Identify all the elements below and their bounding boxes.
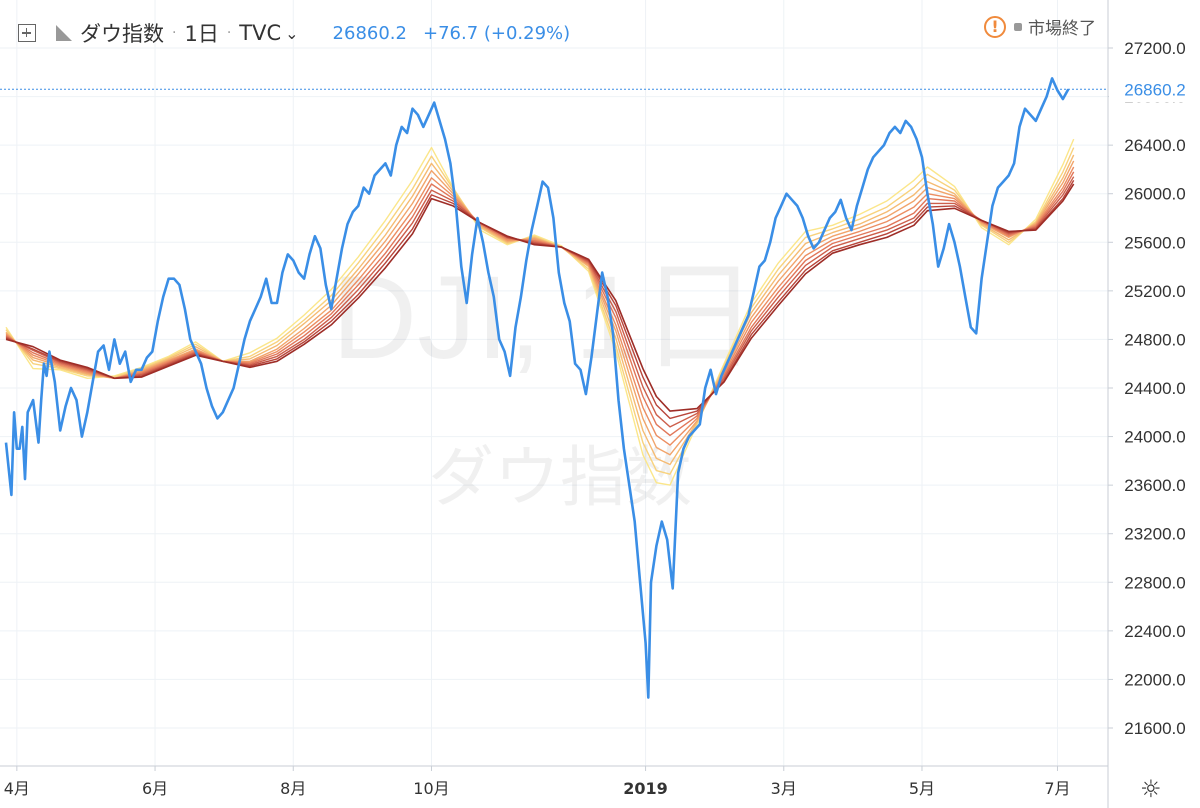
watermark-symbol: DJI, 1日 <box>332 252 758 384</box>
y-tick-label: 26400.0 <box>1124 136 1185 155</box>
price-line <box>4 77 1070 699</box>
x-tick-label: 7月 <box>1044 779 1070 798</box>
y-tick-label: 23200.0 <box>1124 525 1185 544</box>
y-tick-label: 24400.0 <box>1124 379 1185 398</box>
x-tick-label: 10月 <box>413 779 449 798</box>
x-tick-label: 3月 <box>771 779 797 798</box>
grid <box>0 0 1109 808</box>
y-tick-label: 24000.0 <box>1124 428 1185 447</box>
market-status-label: 市場終了 <box>1028 19 1096 39</box>
x-tick-label: 5月 <box>909 779 935 798</box>
add-compare-icon[interactable] <box>18 24 36 42</box>
y-tick-label: 25200.0 <box>1124 282 1185 301</box>
chevron-down-icon[interactable]: ⌄ <box>285 23 299 43</box>
price-change: +76.7 (+0.29%) <box>422 22 571 44</box>
watermark: DJI, 1日 ダウ指数 <box>332 252 758 516</box>
last-price-label: 26860.2 <box>1124 80 1185 99</box>
ma-line-1 <box>5 138 1075 486</box>
price-axis[interactable]: 27200.026800.026400.026000.025600.025200… <box>1108 39 1186 738</box>
y-tick-label: 26000.0 <box>1124 185 1185 204</box>
y-tick-label: 22000.0 <box>1124 670 1185 689</box>
symbol-name[interactable]: ダウ指数 <box>80 22 164 46</box>
last-price-label-bg <box>1109 76 1200 103</box>
last-price-value: 26860.2 <box>332 22 407 44</box>
x-tick-label: 6月 <box>142 779 168 798</box>
x-tick-label: 8月 <box>280 779 306 798</box>
status-dot-icon <box>1014 22 1022 31</box>
price-series <box>4 77 1070 699</box>
interval-label[interactable]: 1日 <box>184 22 219 46</box>
y-tick-label: 22400.0 <box>1124 622 1185 641</box>
x-tick-label: 4月 <box>4 779 30 798</box>
y-tick-label: 27200.0 <box>1124 39 1185 58</box>
y-tick-label: 21600.0 <box>1124 719 1185 738</box>
separator: · <box>172 25 177 41</box>
series-flag-icon <box>56 25 72 41</box>
separator: · <box>226 25 232 41</box>
ma-line-9 <box>5 183 1075 412</box>
x-tick-label: 2019 <box>623 779 668 798</box>
time-axis[interactable]: 4月 6月 8月 10月 2019 3月 5月 7月 <box>4 766 1071 798</box>
exchange-label[interactable]: TVC <box>239 21 282 45</box>
y-tick-label: 24800.0 <box>1124 330 1185 349</box>
warning-icon[interactable]: ! <box>984 15 1006 38</box>
legend-header: ダウ指数 · 1日 · TVC ⌄ 26860.2 +76.7 (+0.29%) <box>0 18 570 48</box>
y-tick-label: 23600.0 <box>1124 476 1185 495</box>
market-status[interactable]: ! 市場終了 <box>984 14 1096 39</box>
y-tick-label: 25600.0 <box>1124 233 1185 252</box>
settings-gear-icon[interactable]: ☼ <box>1140 775 1162 803</box>
y-tick-label: 22800.0 <box>1124 573 1185 592</box>
